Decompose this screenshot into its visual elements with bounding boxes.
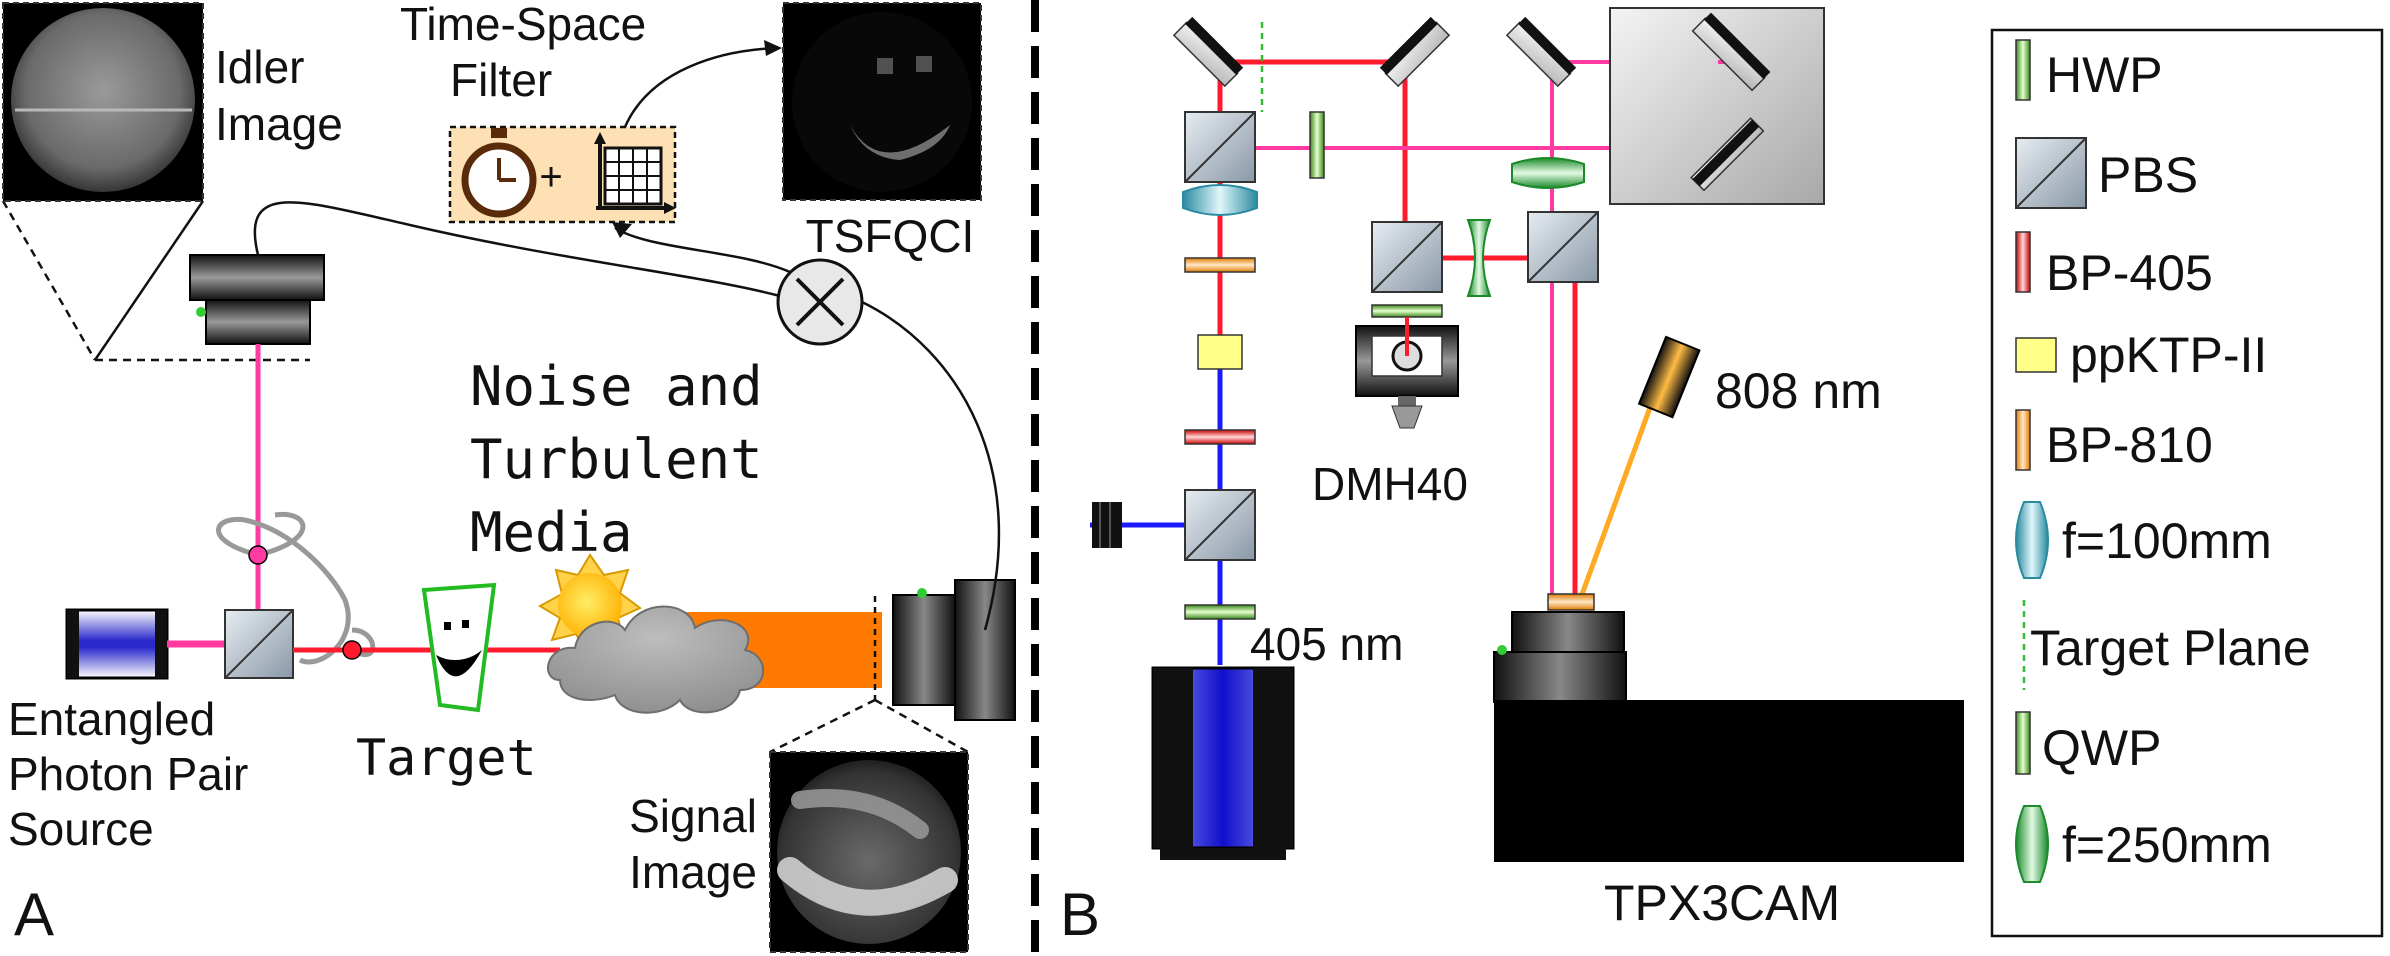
- noise-label-1: Noise and: [470, 355, 763, 418]
- pbs-3: [1371, 221, 1443, 293]
- legend-bp405: BP-405: [2046, 245, 2213, 301]
- tpx3cam-label: TPX3CAM: [1604, 875, 1840, 931]
- panel-b-letter: B: [1060, 881, 1100, 948]
- bp-810-1: [1184, 257, 1256, 273]
- lens-f250-1: [1466, 219, 1492, 297]
- panel-a-letter: A: [14, 881, 54, 948]
- target-label: Target: [356, 729, 537, 787]
- hwp-1: [1309, 111, 1325, 179]
- source-label-2: Photon Pair: [8, 748, 248, 800]
- target-mask: [421, 582, 497, 713]
- mirror-5: [1690, 117, 1765, 192]
- lens-f100-1: [1182, 184, 1258, 216]
- idler-projection-left: [1, 200, 97, 361]
- legend-lens250-icon: [2015, 805, 2049, 883]
- laser-808-beam: [1577, 379, 1663, 601]
- mirror-4: [1691, 12, 1771, 92]
- fiber-node-idler: [248, 545, 268, 565]
- laser-808: [1637, 335, 1701, 419]
- filter-title-1: Time-Space: [400, 0, 646, 50]
- pbs-a: [224, 609, 294, 679]
- mirror-2: [1379, 16, 1451, 88]
- tsfqci-image: [792, 12, 972, 192]
- legend-lens100-icon: [2015, 501, 2049, 579]
- mirror-3: [1505, 16, 1577, 88]
- signal-image-label-1: Signal: [629, 790, 757, 842]
- photon-pair-source: [65, 608, 169, 680]
- filter-plus: +: [539, 155, 562, 199]
- coincidence-multiplier-icon: [776, 258, 864, 346]
- dmh40-label: DMH40: [1312, 458, 1468, 510]
- laser-405: [1151, 666, 1295, 860]
- cable-signal: [861, 300, 1001, 631]
- tsfqci-label: TSFQCI: [806, 210, 975, 262]
- ppktp-crystal: [1197, 334, 1243, 370]
- source-label-1: Entangled: [8, 693, 215, 745]
- legend-hwp-icon: [2015, 39, 2031, 101]
- legend-bp405-icon: [2015, 231, 2031, 293]
- panel-b: 405 nm DMH40: [1060, 7, 1964, 948]
- legend-ppktp: ppKTP-II: [2070, 327, 2267, 383]
- qwp-1: [1371, 304, 1443, 318]
- noise-label-3: Media: [470, 501, 633, 564]
- idler-camera: [189, 254, 325, 345]
- legend-bp810: BP-810: [2046, 417, 2213, 473]
- hwp-2: [1184, 604, 1256, 620]
- filter-title-2: Filter: [450, 54, 552, 106]
- stopwatch-icon: [461, 128, 537, 218]
- wavelength-405-label: 405 nm: [1250, 618, 1403, 670]
- idler-image-label-1: Idler: [215, 41, 304, 93]
- legend-f250: f=250mm: [2062, 817, 2272, 873]
- bp-405-1: [1184, 429, 1256, 445]
- pbs-4: [1527, 211, 1599, 283]
- wavelength-808-label: 808 nm: [1715, 363, 1882, 419]
- cloud-icon: [547, 605, 765, 714]
- signal-image-label-2: Image: [629, 846, 757, 898]
- signal-image: [777, 760, 961, 944]
- cable-to-filter: [614, 226, 791, 274]
- legend-ppktp-icon: [2015, 337, 2057, 373]
- panel-a: Idler Image: [1, 0, 1016, 953]
- tpx3cam: [1493, 593, 1964, 862]
- time-space-filter: +: [448, 125, 677, 224]
- cable-idler: [253, 201, 781, 298]
- legend-bp810-icon: [2015, 409, 2031, 471]
- noise-label-2: Turbulent: [470, 428, 763, 491]
- fiber-node-signal: [342, 640, 362, 660]
- signal-camera: [892, 579, 1016, 721]
- legend-qwp-icon: [2015, 711, 2031, 775]
- legend-hwp: HWP: [2046, 47, 2163, 103]
- legend-qwp: QWP: [2042, 720, 2161, 776]
- legend: HWP PBS BP-405 ppKTP-II BP-810 f=100mm T…: [1990, 28, 2384, 938]
- legend-pbs-icon: [2015, 137, 2087, 209]
- idler-image-label-2: Image: [215, 98, 343, 150]
- mirror-1: [1172, 16, 1244, 88]
- lens-f250-2: [1511, 157, 1585, 189]
- pbs-2: [1184, 489, 1256, 561]
- source-label-3: Source: [8, 803, 154, 855]
- idler-projection-right: [93, 200, 205, 361]
- legend-pbs: PBS: [2098, 147, 2198, 203]
- legend-f100: f=100mm: [2062, 513, 2272, 569]
- grid-icon: [594, 132, 676, 214]
- beam-dump: [1092, 502, 1122, 548]
- arrow-to-tsfqci: [623, 46, 779, 128]
- idler-image: [11, 8, 195, 192]
- legend-target-plane: Target Plane: [2030, 620, 2311, 676]
- pbs-1: [1184, 111, 1256, 183]
